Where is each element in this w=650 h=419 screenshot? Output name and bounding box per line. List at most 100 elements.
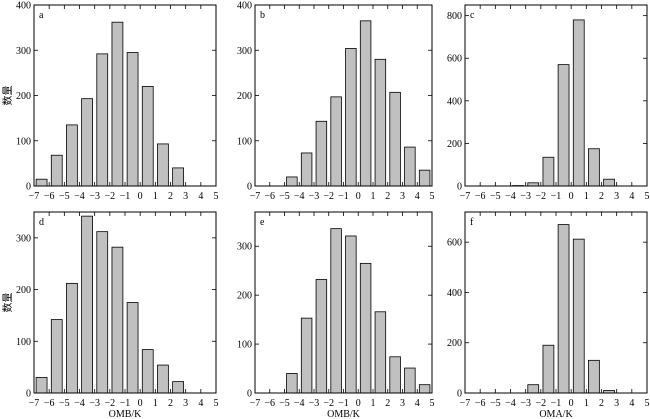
x-tick-label: −6 [264,398,275,409]
bar [172,381,184,394]
bar [557,64,570,187]
bar [126,52,139,187]
x-tick-label: 2 [168,191,173,202]
bar [557,224,570,394]
y-tick-label: 200 [16,91,31,102]
y-tick-label: 800 [447,11,462,22]
y-tick-label: 600 [447,238,462,249]
bar [66,124,78,187]
x-tick-label: −2 [536,398,547,409]
y-tick-label: 200 [237,291,252,302]
x-tick-label: 5 [645,191,650,202]
bar [330,96,342,187]
bar [330,228,342,394]
x-tick-label: 0 [138,191,143,202]
bar [111,246,124,394]
x-tick-label: 5 [214,398,219,409]
bar [527,384,540,394]
x-tick-label: 5 [430,191,435,202]
x-tick-label: 2 [385,191,390,202]
x-tick-label: 0 [569,191,574,202]
x-tick-label: −6 [264,191,275,202]
plot-frame [464,211,648,394]
x-tick-label: 1 [584,191,589,202]
x-tick-label: 0 [569,398,574,409]
y-tick-label: 100 [237,340,252,351]
x-tick-label: −4 [505,398,516,409]
x-tick-label: 3 [183,191,188,202]
x-tick-label: −2 [323,398,334,409]
y-tick-label: 100 [237,136,252,147]
x-tick-label: −7 [29,191,40,202]
bar [389,356,401,394]
bar [404,146,416,187]
panel-letter: e [260,217,265,228]
x-tick-label: −4 [74,191,85,202]
y-tick-label: 0 [457,182,462,193]
x-tick-label: −5 [490,191,501,202]
x-tick-label: −5 [279,398,290,409]
y-tick-label: 0 [457,389,462,400]
x-tick-label: 4 [629,398,634,409]
y-tick-label: 100 [16,136,31,147]
panel-letter: c [470,10,475,21]
x-tick-label: −4 [294,191,305,202]
x-tick-label: 3 [614,398,619,409]
panel-letter: b [260,10,265,21]
y-tick-label: 300 [237,242,252,253]
y-tick-label: 400 [447,288,462,299]
x-tick-label: 3 [400,398,405,409]
x-tick-label: 4 [415,398,420,409]
bar [359,20,372,187]
y-tick-label: 200 [447,338,462,349]
x-tick-label: 1 [584,398,589,409]
bar [572,19,585,187]
bar [418,384,431,394]
x-tick-label: −6 [44,191,55,202]
x-tick-label: 3 [614,191,619,202]
x-tick-label: −2 [536,191,547,202]
x-tick-label: 5 [214,191,219,202]
x-axis-title: OMB/K [327,409,361,419]
y-tick-label: 400 [447,96,462,107]
x-tick-label: 0 [138,398,143,409]
bar [111,21,124,187]
bar [96,231,109,394]
bar [172,167,184,187]
y-tick-label: 0 [26,182,31,193]
x-tick-label: 1 [371,398,376,409]
y-tick-label: 200 [447,139,462,150]
x-tick-label: −5 [59,398,70,409]
y-axis-title: 数量 [1,86,14,106]
bar [588,148,600,187]
x-tick-label: 3 [400,191,405,202]
x-tick-label: −6 [475,191,486,202]
bar [418,169,431,187]
x-tick-label: −5 [279,191,290,202]
x-tick-label: −3 [309,191,320,202]
x-tick-label: −2 [105,191,116,202]
x-tick-label: 3 [183,398,188,409]
x-tick-label: 0 [356,398,361,409]
bar [157,143,169,187]
y-axis-title: 数量 [1,293,14,313]
x-tick-label: −1 [551,398,562,409]
bar [300,152,313,187]
bar [96,53,109,187]
bar [603,178,615,187]
x-tick-label: 4 [415,191,420,202]
x-tick-label: 0 [356,191,361,202]
plot-frame [254,211,433,394]
bar [141,349,154,394]
x-tick-label: −5 [59,191,70,202]
y-tick-label: 200 [16,285,31,296]
bar [50,319,63,394]
y-tick-label: 300 [237,46,252,57]
panel-letter: a [39,10,44,21]
bar [542,344,555,394]
x-tick-label: −2 [105,398,116,409]
